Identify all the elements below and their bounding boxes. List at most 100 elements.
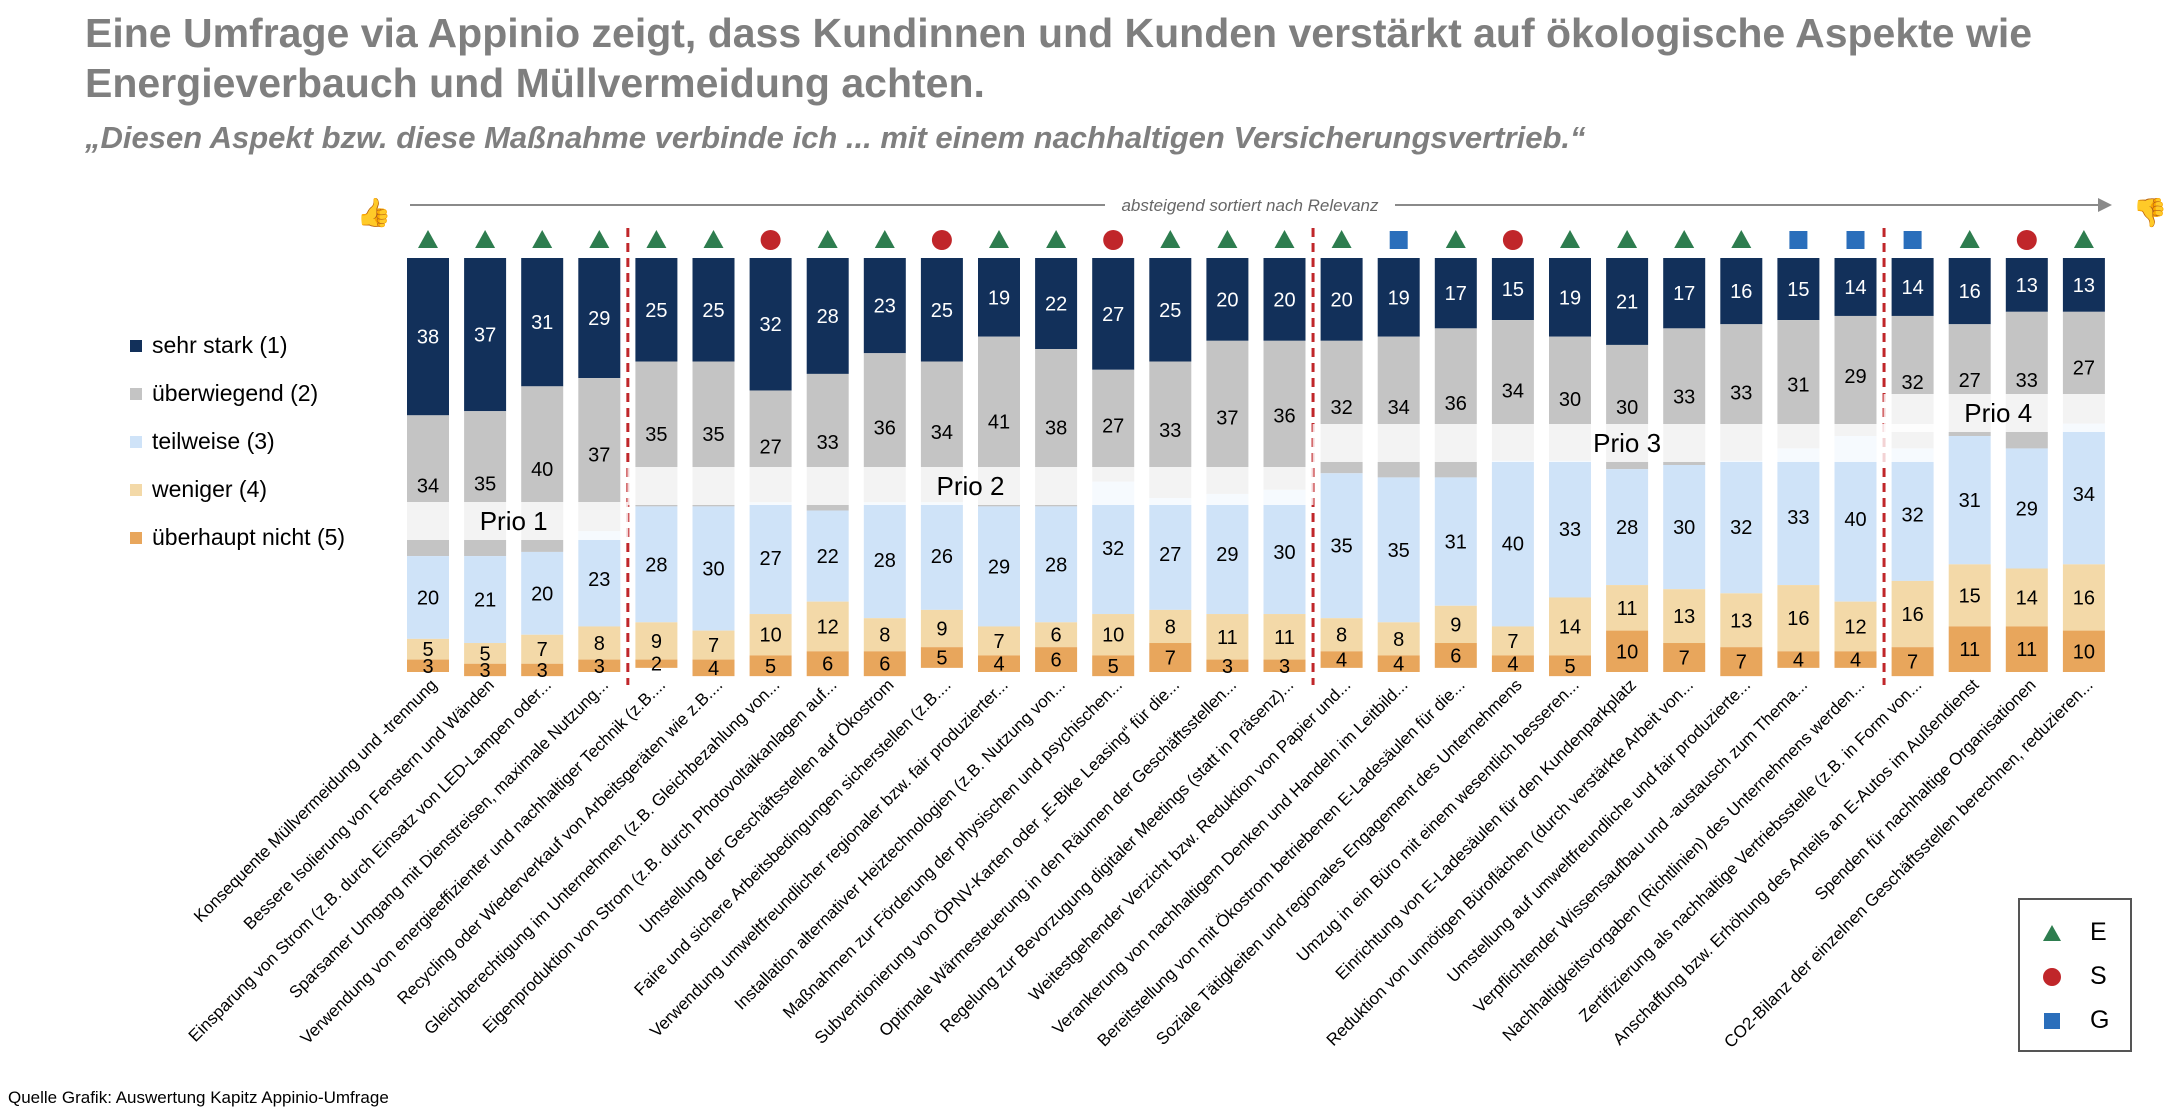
data-label: 31 bbox=[1445, 532, 1467, 554]
bar-segment bbox=[521, 634, 564, 664]
source-note: Quelle Grafik: Auswertung Kapitz Appinio… bbox=[8, 1088, 389, 1107]
data-label: 31 bbox=[1787, 374, 1809, 396]
data-label: 37 bbox=[474, 325, 496, 347]
esg-marker-e bbox=[1731, 230, 1752, 248]
bar-segment bbox=[1434, 477, 1477, 606]
data-label: 40 bbox=[531, 459, 553, 481]
data-label: 11 bbox=[1617, 598, 1638, 620]
data-label: 36 bbox=[1273, 405, 1295, 427]
esg-marker-e bbox=[1217, 230, 1238, 248]
esg-marker-e bbox=[1445, 230, 1466, 248]
data-label: 8 bbox=[594, 633, 605, 655]
data-label: 6 bbox=[1051, 625, 1062, 647]
bar-segment bbox=[978, 626, 1020, 656]
bar-segment bbox=[1263, 340, 1306, 490]
data-label: 27 bbox=[759, 548, 781, 570]
bar-segment bbox=[692, 630, 735, 660]
bar-segment bbox=[578, 531, 621, 627]
data-label: 14 bbox=[2016, 587, 2038, 609]
bar-segment bbox=[1606, 258, 1649, 345]
bar-segment bbox=[1777, 448, 1820, 586]
bar-segment bbox=[1035, 622, 1078, 648]
data-label: 10 bbox=[1616, 641, 1638, 663]
esg-marker-s bbox=[760, 230, 781, 250]
data-label: 13 bbox=[2073, 275, 2095, 297]
data-label: 19 bbox=[1388, 287, 1410, 309]
data-label: 32 bbox=[1102, 538, 1124, 560]
circle-icon bbox=[2043, 967, 2061, 986]
data-label: 22 bbox=[1045, 294, 1067, 316]
data-label: 36 bbox=[1445, 393, 1467, 415]
page-title: Eine Umfrage via Appinio zeigt, dass Kun… bbox=[85, 10, 2033, 106]
data-label: 8 bbox=[1393, 629, 1404, 651]
data-label: 33 bbox=[1787, 507, 1809, 529]
bar-segment bbox=[521, 258, 564, 387]
data-label: 27 bbox=[1102, 416, 1124, 438]
data-label: 21 bbox=[474, 590, 496, 612]
bar-segment bbox=[1891, 258, 1934, 316]
data-label: 7 bbox=[1165, 648, 1176, 670]
esg-marker-e bbox=[1959, 230, 1980, 248]
category-label: Einsparung von Strom (z.B. durch Einsatz… bbox=[185, 675, 555, 1045]
bar-segment bbox=[692, 258, 735, 362]
data-label: 11 bbox=[2016, 639, 2037, 661]
category-label: Soziale Tätigkeiten und regionales Engag… bbox=[1152, 675, 1525, 1048]
data-label: 20 bbox=[1330, 289, 1352, 311]
bar-segment bbox=[1491, 655, 1534, 672]
data-label: 15 bbox=[1959, 585, 1981, 607]
data-label: 10 bbox=[759, 625, 781, 647]
data-label: 30 bbox=[1273, 542, 1295, 564]
bar-segment bbox=[1434, 643, 1477, 668]
data-label: 14 bbox=[1844, 277, 1866, 299]
esg-marker-e bbox=[532, 230, 553, 248]
data-label: 4 bbox=[1793, 650, 1804, 672]
data-label: 35 bbox=[645, 424, 667, 446]
bar-segment bbox=[578, 258, 621, 379]
data-label: 5 bbox=[936, 648, 947, 670]
data-label: 26 bbox=[931, 546, 953, 568]
data-label: 3 bbox=[422, 656, 433, 678]
data-label: 9 bbox=[936, 619, 947, 641]
bar-segment bbox=[578, 626, 621, 660]
bar-segment bbox=[749, 655, 792, 677]
data-label: 5 bbox=[1108, 656, 1119, 678]
bar-segment bbox=[2062, 630, 2105, 672]
data-label: 33 bbox=[1730, 383, 1752, 405]
data-label: 10 bbox=[2073, 641, 2095, 663]
bar-segment bbox=[1206, 614, 1249, 660]
bar-segment bbox=[1434, 258, 1477, 329]
data-label: 28 bbox=[645, 554, 667, 576]
data-label: 31 bbox=[1959, 490, 1981, 512]
data-label: 30 bbox=[1616, 397, 1638, 419]
bar-segment bbox=[1377, 622, 1420, 656]
bar-segment bbox=[635, 659, 678, 668]
data-label: 27 bbox=[1102, 304, 1124, 326]
bar-segment bbox=[863, 651, 906, 677]
legend-label: sehr stark (1) bbox=[152, 332, 288, 358]
bar-segment bbox=[1720, 593, 1763, 648]
bar-segment bbox=[521, 551, 564, 635]
bar-segment bbox=[464, 663, 507, 677]
bar-segment bbox=[749, 258, 792, 391]
data-label: 7 bbox=[1507, 631, 1518, 653]
bar-segment bbox=[1720, 647, 1763, 677]
bar-segment bbox=[407, 258, 449, 416]
data-label: 30 bbox=[702, 559, 724, 581]
esg-marker-e bbox=[1617, 230, 1638, 248]
data-label: 7 bbox=[1679, 648, 1690, 670]
bar-segment bbox=[1320, 473, 1363, 619]
esg-marker-g bbox=[1389, 231, 1408, 249]
data-label: 33 bbox=[2016, 370, 2038, 392]
bar-segment bbox=[1263, 659, 1306, 672]
bar-segment bbox=[806, 510, 849, 602]
esg-legend-e-label: E bbox=[2090, 918, 2107, 946]
bar-segment bbox=[1606, 469, 1649, 586]
priority-band bbox=[1883, 394, 2113, 432]
bar-segment bbox=[1948, 436, 1991, 565]
data-label: 19 bbox=[1559, 287, 1581, 309]
bar-segment bbox=[749, 502, 792, 615]
esg-marker-e bbox=[703, 230, 724, 248]
esg-marker-s bbox=[931, 230, 952, 250]
bar-segment bbox=[1834, 258, 1877, 316]
